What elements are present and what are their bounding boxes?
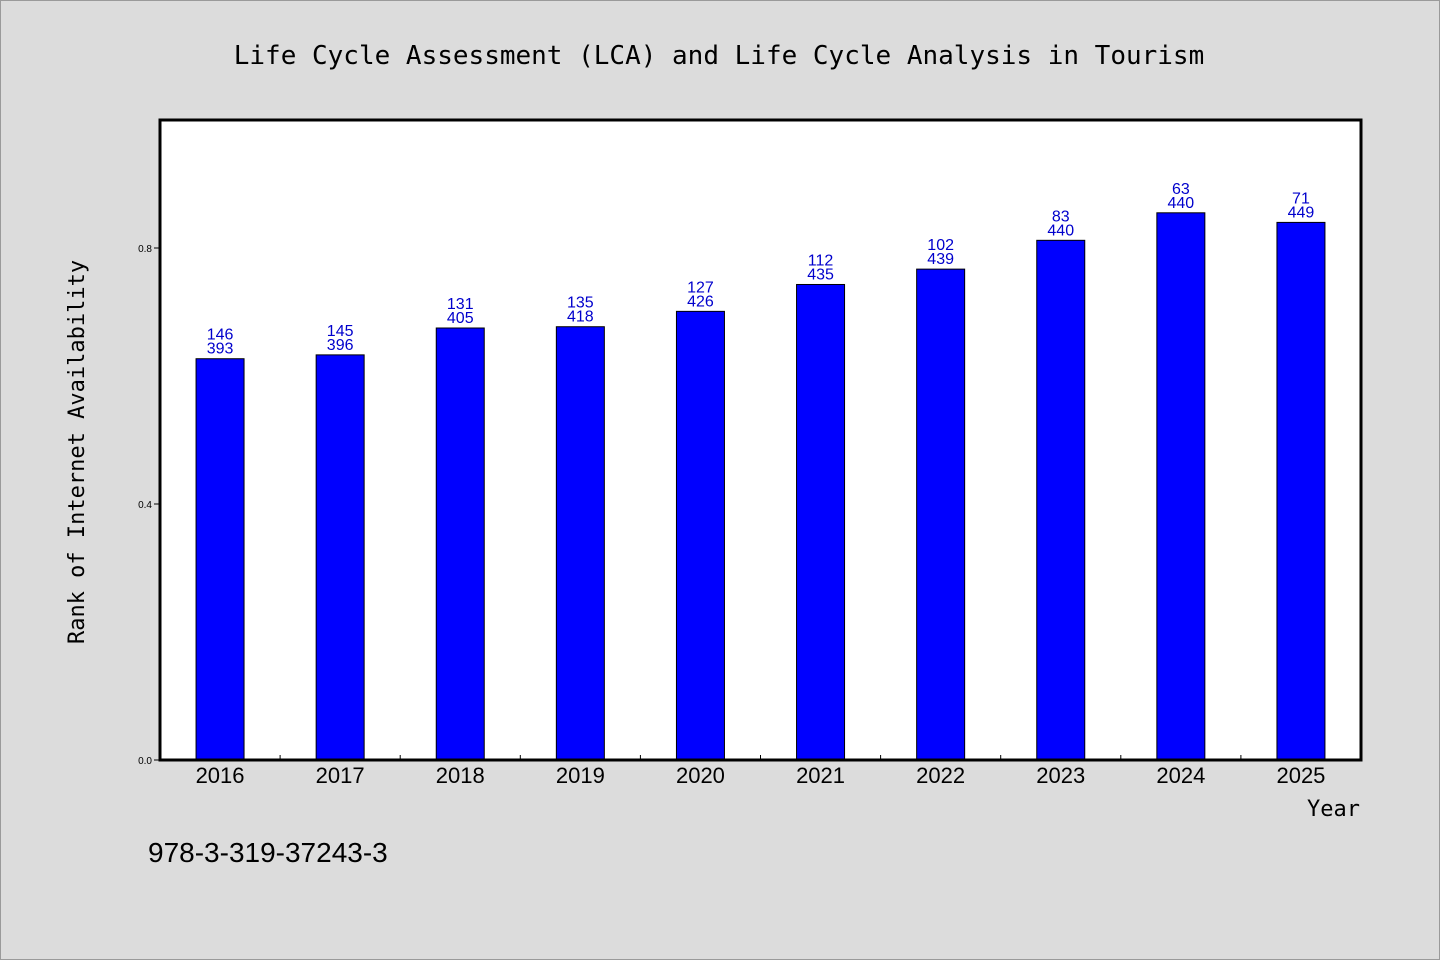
- data-label-bottom-2018: 405: [447, 310, 474, 327]
- data-label-top-2022: 102: [927, 237, 954, 254]
- data-label-top-2023: 83: [1052, 208, 1070, 225]
- x-tick-label-2016: 2016: [196, 763, 245, 788]
- bar-2020: [675, 310, 725, 761]
- data-label-bottom-2024: 440: [1167, 195, 1194, 212]
- y-tick-label: 0.8: [138, 244, 152, 255]
- data-label-bottom-2019: 418: [567, 309, 594, 326]
- bar-2021: [796, 283, 846, 761]
- y-axis-label: Rank of Internet Availability: [65, 260, 90, 644]
- x-tick-label-2024: 2024: [1156, 763, 1205, 788]
- data-label-bottom-2023: 440: [1047, 222, 1074, 239]
- y-tick-label: 0.0: [138, 756, 152, 767]
- x-tick-label-2018: 2018: [436, 763, 485, 788]
- bar-2025: [1276, 221, 1326, 761]
- x-tick-label-2017: 2017: [316, 763, 365, 788]
- data-label-bottom-2021: 435: [807, 266, 834, 283]
- data-label-top-2020: 127: [687, 279, 714, 296]
- data-label-bottom-2022: 439: [927, 251, 954, 268]
- data-label-top-2019: 135: [567, 295, 594, 312]
- x-axis-label: Year: [1307, 797, 1360, 822]
- data-label-bottom-2020: 426: [687, 293, 714, 310]
- data-label-bottom-2017: 396: [327, 337, 354, 354]
- x-tick-label-2022: 2022: [916, 763, 965, 788]
- data-label-top-2018: 131: [447, 296, 474, 313]
- bar-2016: [195, 358, 245, 761]
- y-axis-ticks: 0.0 0.4 0.8: [138, 244, 160, 767]
- x-axis-ticks: 2016 2017 2018 2019 2020 2021 2022 2023 2024 2025: [196, 755, 1325, 788]
- data-label-top-2025: 71: [1292, 190, 1310, 207]
- y-tick-label: 0.4: [138, 500, 152, 511]
- x-tick-label-2021: 2021: [796, 763, 845, 788]
- chart-title: Life Cycle Assessment (LCA) and Life Cyc…: [234, 41, 1205, 71]
- bars-layer: [195, 212, 1326, 761]
- isbn-label: 978-3-319-37243-3: [148, 837, 388, 868]
- bar-2024: [1156, 212, 1206, 761]
- x-tick-label-2023: 2023: [1036, 763, 1085, 788]
- bar-2023: [1036, 239, 1086, 761]
- bar-2022: [916, 268, 966, 761]
- data-labels-layer: 1463931453961314051354181274261124351024…: [207, 181, 1315, 358]
- data-label-bottom-2025: 449: [1288, 204, 1315, 221]
- data-label-top-2017: 145: [327, 323, 354, 340]
- bar-2018: [435, 327, 485, 761]
- x-tick-label-2025: 2025: [1276, 763, 1325, 788]
- data-label-top-2021: 112: [808, 252, 834, 269]
- bar-2019: [555, 326, 605, 761]
- bar-2017: [315, 354, 365, 761]
- data-label-top-2016: 146: [207, 327, 234, 344]
- data-label-top-2024: 63: [1172, 181, 1190, 198]
- x-tick-label-2019: 2019: [556, 763, 605, 788]
- data-label-bottom-2016: 393: [207, 341, 234, 358]
- x-tick-label-2020: 2020: [676, 763, 725, 788]
- plot-border: [158, 118, 1363, 762]
